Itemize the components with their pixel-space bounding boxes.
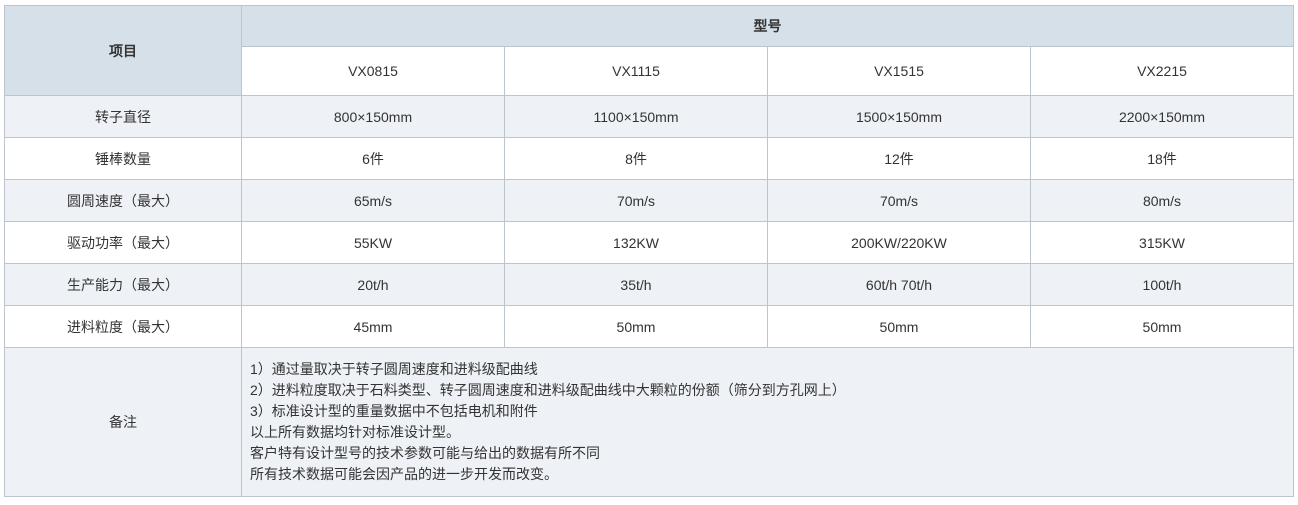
remark-line: 以上所有数据均针对标准设计型。 [250, 424, 460, 440]
table-row-rotor-diameter: 转子直径 800×150mm 1100×150mm 1500×150mm 220… [4, 95, 1294, 138]
value-cell: 6件 [241, 137, 505, 180]
value-cell: 50mm [504, 305, 768, 348]
remark-line: 所有技术数据可能会因产品的进一步开发而改变。 [250, 466, 558, 482]
remark-line: 客户特有设计型号的技术参数可能与给出的数据有所不同 [250, 445, 600, 461]
model-header-vx1515: VX1515 [767, 46, 1031, 96]
model-header-vx2215: VX2215 [1030, 46, 1294, 96]
row-label: 驱动功率（最大） [4, 221, 242, 264]
value-cell: 315KW [1030, 221, 1294, 264]
value-cell: 1500×150mm [767, 95, 1031, 138]
remarks-label: 备注 [4, 347, 242, 497]
remark-line: 3）标准设计型的重量数据中不包括电机和附件 [250, 403, 538, 419]
row-label: 转子直径 [4, 95, 242, 138]
value-cell: 800×150mm [241, 95, 505, 138]
spec-table: 项目 型号 VX0815 VX1115 VX1515 VX2215 转子直径 8… [4, 5, 1294, 497]
remark-line: 2）进料粒度取决于石料类型、转子圆周速度和进料级配曲线中大颗粒的份额（筛分到方孔… [250, 382, 846, 398]
table-row-circumferential-speed: 圆周速度（最大） 65m/s 70m/s 70m/s 80m/s [4, 179, 1294, 222]
value-cell: 70m/s [504, 179, 768, 222]
value-cell: 200KW/220KW [767, 221, 1031, 264]
value-cell: 55KW [241, 221, 505, 264]
value-cell: 80m/s [1030, 179, 1294, 222]
row-label: 生产能力（最大） [4, 263, 242, 306]
value-cell: 132KW [504, 221, 768, 264]
remarks-row: 备注 1）通过量取决于转子圆周速度和进料级配曲线 2）进料粒度取决于石料类型、转… [4, 347, 1294, 497]
table-row-drive-power: 驱动功率（最大） 55KW 132KW 200KW/220KW 315KW [4, 221, 1294, 264]
row-label: 圆周速度（最大） [4, 179, 242, 222]
model-group-header: 型号 [241, 5, 1294, 47]
value-cell: 100t/h [1030, 263, 1294, 306]
remarks-content: 1）通过量取决于转子圆周速度和进料级配曲线 2）进料粒度取决于石料类型、转子圆周… [241, 347, 1294, 497]
value-cell: 20t/h [241, 263, 505, 306]
row-label: 锤棒数量 [4, 137, 242, 180]
value-cell: 8件 [504, 137, 768, 180]
corner-header: 项目 [4, 5, 242, 96]
value-cell: 45mm [241, 305, 505, 348]
value-cell: 12件 [767, 137, 1031, 180]
value-cell: 2200×150mm [1030, 95, 1294, 138]
model-header-vx0815: VX0815 [241, 46, 505, 96]
table-row-feed-size: 进料粒度（最大） 45mm 50mm 50mm 50mm [4, 305, 1294, 348]
header-group-row: 项目 型号 [4, 5, 1294, 96]
value-cell: 50mm [767, 305, 1031, 348]
value-cell: 70m/s [767, 179, 1031, 222]
remark-line: 1）通过量取决于转子圆周速度和进料级配曲线 [250, 361, 538, 377]
model-header-vx1115: VX1115 [504, 46, 768, 96]
table-row-production-capacity: 生产能力（最大） 20t/h 35t/h 60t/h 70t/h 100t/h [4, 263, 1294, 306]
value-cell: 50mm [1030, 305, 1294, 348]
row-label: 进料粒度（最大） [4, 305, 242, 348]
value-cell: 1100×150mm [504, 95, 768, 138]
value-cell: 65m/s [241, 179, 505, 222]
model-header-row: VX0815 VX1115 VX1515 VX2215 [5, 46, 1294, 96]
table-row-hammer-count: 锤棒数量 6件 8件 12件 18件 [4, 137, 1294, 180]
value-cell: 35t/h [504, 263, 768, 306]
value-cell: 18件 [1030, 137, 1294, 180]
value-cell: 60t/h 70t/h [767, 263, 1031, 306]
